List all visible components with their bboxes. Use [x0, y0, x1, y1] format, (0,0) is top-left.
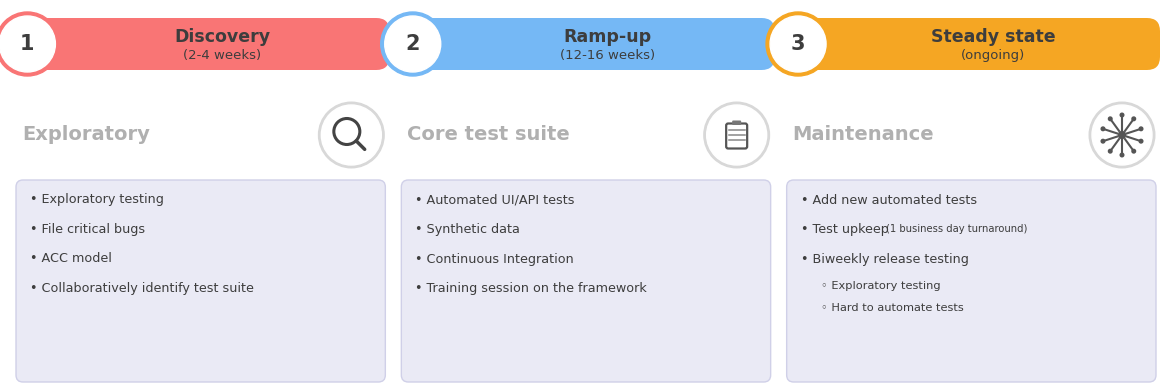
Circle shape	[321, 105, 381, 165]
Text: ◦ Hard to automate tests: ◦ Hard to automate tests	[820, 303, 963, 313]
Text: • Synthetic data: • Synthetic data	[415, 223, 520, 236]
Text: Core test suite: Core test suite	[408, 126, 570, 145]
Text: • Continuous Integration: • Continuous Integration	[415, 252, 574, 266]
Circle shape	[1109, 117, 1112, 121]
Circle shape	[1120, 153, 1124, 157]
Circle shape	[770, 16, 826, 72]
Circle shape	[707, 105, 766, 165]
Text: 3: 3	[791, 34, 805, 54]
Circle shape	[1118, 131, 1125, 138]
Text: • ACC model: • ACC model	[30, 252, 111, 266]
Text: • Add new automated tests: • Add new automated tests	[800, 193, 976, 206]
FancyBboxPatch shape	[803, 18, 1160, 70]
FancyBboxPatch shape	[16, 180, 386, 382]
Circle shape	[1139, 127, 1143, 131]
Circle shape	[0, 16, 55, 72]
Circle shape	[1102, 139, 1105, 143]
Text: • Biweekly release testing: • Biweekly release testing	[800, 252, 968, 266]
Circle shape	[1132, 149, 1136, 153]
Circle shape	[1132, 117, 1136, 121]
Circle shape	[384, 16, 441, 72]
Text: 1: 1	[20, 34, 35, 54]
Circle shape	[319, 102, 384, 168]
Text: (2-4 weeks): (2-4 weeks)	[183, 50, 261, 62]
Text: Maintenance: Maintenance	[792, 126, 934, 145]
Text: 2: 2	[406, 34, 420, 54]
FancyBboxPatch shape	[786, 180, 1156, 382]
Text: ◦ Exploratory testing: ◦ Exploratory testing	[820, 281, 940, 291]
Circle shape	[381, 12, 444, 76]
FancyBboxPatch shape	[401, 180, 771, 382]
Text: (1 business day turnaround): (1 business day turnaround)	[886, 225, 1028, 234]
Circle shape	[1092, 105, 1152, 165]
Circle shape	[1089, 102, 1154, 168]
FancyBboxPatch shape	[417, 18, 775, 70]
Text: (12-16 weeks): (12-16 weeks)	[560, 50, 655, 62]
Text: • Collaboratively identify test suite: • Collaboratively identify test suite	[30, 282, 254, 295]
Circle shape	[704, 102, 770, 168]
Text: • Automated UI/API tests: • Automated UI/API tests	[415, 193, 574, 206]
Text: • Test upkeep: • Test upkeep	[800, 223, 893, 236]
Circle shape	[0, 12, 60, 76]
Text: Ramp-up: Ramp-up	[564, 28, 652, 46]
Circle shape	[1120, 113, 1124, 117]
Circle shape	[766, 12, 830, 76]
Text: Discovery: Discovery	[175, 28, 271, 46]
Text: Exploratory: Exploratory	[22, 126, 150, 145]
FancyBboxPatch shape	[32, 18, 389, 70]
Text: • File critical bugs: • File critical bugs	[30, 223, 145, 236]
Text: • Training session on the framework: • Training session on the framework	[415, 282, 647, 295]
FancyBboxPatch shape	[727, 124, 748, 149]
Text: (ongoing): (ongoing)	[961, 50, 1026, 62]
Circle shape	[1139, 139, 1143, 143]
Circle shape	[1102, 127, 1105, 131]
Circle shape	[1109, 149, 1112, 153]
Text: • Exploratory testing: • Exploratory testing	[30, 193, 164, 206]
Text: Steady state: Steady state	[931, 28, 1056, 46]
FancyBboxPatch shape	[732, 121, 741, 125]
